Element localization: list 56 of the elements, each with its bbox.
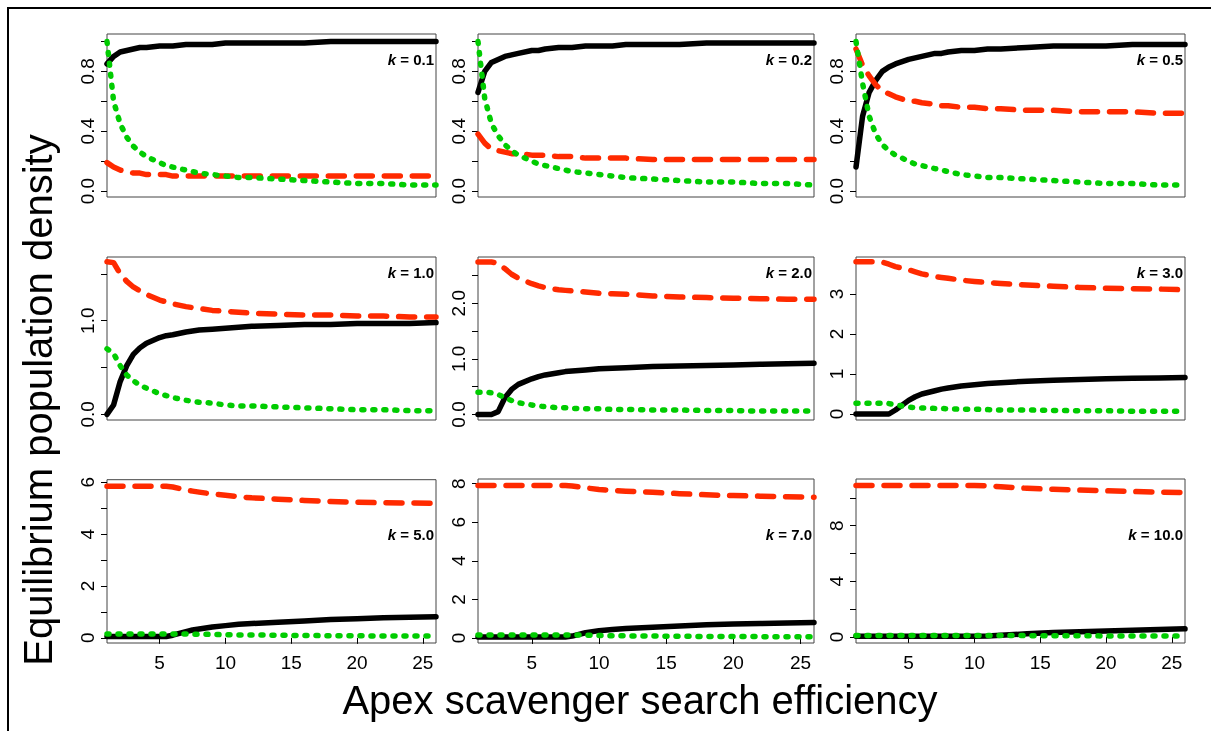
y-tick-label: 0.8 <box>77 58 98 85</box>
x-axis-title: Apex scavenger search efficiency <box>342 677 938 723</box>
y-tick-label: 2 <box>826 328 847 340</box>
y-tick-label: 2.0 <box>448 289 469 317</box>
x-tick-label: 20 <box>1095 652 1117 673</box>
y-tick-label: 0.8 <box>448 58 469 85</box>
x-tick-label: 25 <box>1161 652 1183 673</box>
y-tick-label: 3 <box>826 288 847 300</box>
annotation: k = 5.0 <box>387 526 435 543</box>
y-tick-label: 0 <box>826 631 847 643</box>
y-tick-label: 0.4 <box>826 117 847 145</box>
y-tick-label: 0.0 <box>77 401 98 428</box>
y-tick-label: 0.4 <box>448 117 469 145</box>
x-tick-label: 25 <box>412 652 434 673</box>
y-tick-label: 4 <box>448 555 469 567</box>
y-tick-label: 0.0 <box>77 177 98 205</box>
x-tick-label: 15 <box>655 652 677 673</box>
y-tick-label: 4 <box>77 528 98 540</box>
y-tick-label: 0.0 <box>448 401 469 428</box>
x-tick-label: 5 <box>903 652 914 673</box>
y-tick-label: 8 <box>448 478 469 489</box>
y-tick-label: 1.0 <box>77 307 98 334</box>
y-tick-label: 0.8 <box>826 58 847 85</box>
y-tick-label: 0.0 <box>826 177 847 205</box>
y-tick-label: 2 <box>448 594 469 605</box>
x-tick-label: 15 <box>1029 652 1051 673</box>
y-tick-label: 1 <box>826 368 847 380</box>
annotation: k = 3.0 <box>1136 264 1184 281</box>
y-tick-label: 0 <box>77 632 98 644</box>
y-tick-label: 4 <box>826 575 847 587</box>
annotation: k = 0.1 <box>387 51 435 68</box>
annotation: k = 1.0 <box>387 264 435 281</box>
y-tick-label: 0 <box>448 632 469 644</box>
y-tick-label: 1.0 <box>448 345 469 373</box>
annotation: k = 0.5 <box>1136 51 1184 68</box>
x-tick-label: 25 <box>789 652 812 673</box>
x-tick-label: 10 <box>963 652 986 673</box>
y-axis-title: Equilibrium population density <box>15 134 61 666</box>
x-tick-label: 5 <box>154 652 165 673</box>
x-tick-label: 10 <box>214 652 237 673</box>
y-tick-label: 6 <box>448 516 469 528</box>
y-tick-label: 0.0 <box>448 177 469 205</box>
annotation: k = 10.0 <box>1128 526 1184 543</box>
annotation: k = 2.0 <box>765 264 813 281</box>
x-tick-label: 20 <box>722 652 744 673</box>
y-tick-label: 0.4 <box>77 117 98 145</box>
x-tick-label: 5 <box>526 652 538 673</box>
annotation: k = 0.2 <box>765 51 813 68</box>
x-tick-label: 20 <box>346 652 368 673</box>
y-tick-label: 0 <box>826 408 847 420</box>
annotation: k = 7.0 <box>765 526 813 543</box>
y-tick-label: 2 <box>77 580 98 592</box>
x-tick-label: 10 <box>588 652 610 673</box>
y-tick-label: 8 <box>826 520 847 531</box>
y-tick-label: 6 <box>77 476 98 488</box>
x-tick-label: 15 <box>280 652 302 673</box>
